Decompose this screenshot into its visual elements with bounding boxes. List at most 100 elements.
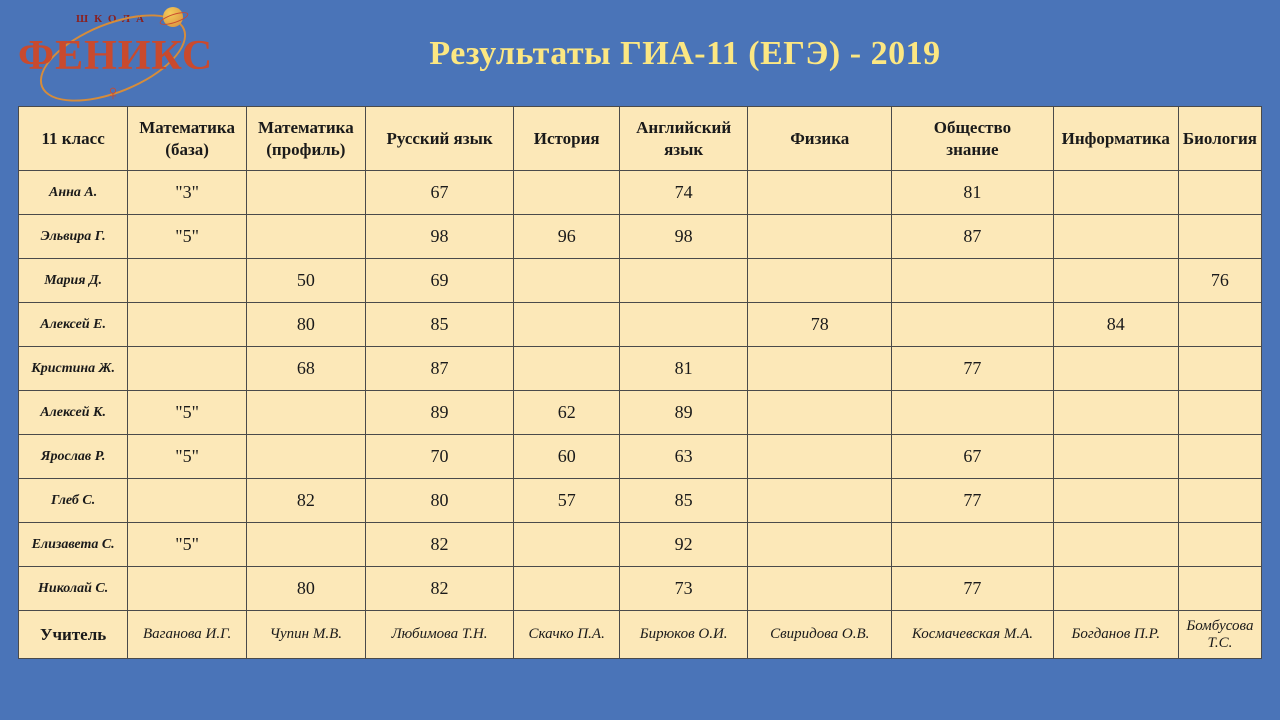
- score-cell: [246, 391, 365, 435]
- score-cell: 77: [892, 567, 1053, 611]
- table-row: Глеб С.8280578577: [19, 479, 1262, 523]
- table-row: Эльвира Г."5"98969887: [19, 215, 1262, 259]
- student-name: Ярослав Р.: [19, 435, 128, 479]
- score-cell: 77: [892, 479, 1053, 523]
- score-cell: [1178, 215, 1261, 259]
- student-name: Алексей К.: [19, 391, 128, 435]
- score-cell: "5": [128, 523, 247, 567]
- page-title: Результаты ГИА-11 (ЕГЭ) - 2019: [208, 35, 1262, 73]
- score-cell: 50: [246, 259, 365, 303]
- column-header-5: Английскийязык: [620, 107, 748, 171]
- score-cell: 96: [514, 215, 620, 259]
- score-cell: 89: [365, 391, 514, 435]
- score-cell: [246, 523, 365, 567]
- score-cell: [1053, 435, 1178, 479]
- score-cell: [128, 347, 247, 391]
- column-header-7: Обществознание: [892, 107, 1053, 171]
- score-cell: 67: [892, 435, 1053, 479]
- score-cell: [748, 391, 892, 435]
- score-cell: [128, 567, 247, 611]
- student-name: Алексей Е.: [19, 303, 128, 347]
- table-row: Ярослав Р."5"70606367: [19, 435, 1262, 479]
- table-row: Елизавета С."5"8292: [19, 523, 1262, 567]
- column-header-4: История: [514, 107, 620, 171]
- score-cell: [748, 567, 892, 611]
- score-cell: 63: [620, 435, 748, 479]
- score-cell: 73: [620, 567, 748, 611]
- score-cell: [1053, 479, 1178, 523]
- score-cell: [620, 259, 748, 303]
- score-cell: [892, 303, 1053, 347]
- table-row: Кристина Ж.68878177: [19, 347, 1262, 391]
- score-cell: 85: [365, 303, 514, 347]
- score-cell: 82: [365, 567, 514, 611]
- column-header-1: Математика (база): [128, 107, 247, 171]
- results-table: 11 классМатематика (база)Математика (про…: [18, 106, 1262, 659]
- score-cell: [1053, 259, 1178, 303]
- teacher-label: Учитель: [19, 611, 128, 659]
- score-cell: "3": [128, 171, 247, 215]
- teacher-name: Богданов П.Р.: [1053, 611, 1178, 659]
- student-name: Елизавета С.: [19, 523, 128, 567]
- score-cell: 98: [365, 215, 514, 259]
- column-header-9: Биология: [1178, 107, 1261, 171]
- score-cell: 76: [1178, 259, 1261, 303]
- score-cell: 70: [365, 435, 514, 479]
- table-row: Алексей Е.80857884: [19, 303, 1262, 347]
- score-cell: [514, 567, 620, 611]
- column-header-8: Информатика: [1053, 107, 1178, 171]
- score-cell: [748, 523, 892, 567]
- score-cell: 80: [365, 479, 514, 523]
- teacher-name: Ваганова И.Г.: [128, 611, 247, 659]
- score-cell: 87: [892, 215, 1053, 259]
- score-cell: [1178, 391, 1261, 435]
- score-cell: 89: [620, 391, 748, 435]
- score-cell: [128, 479, 247, 523]
- column-header-3: Русский язык: [365, 107, 514, 171]
- teacher-name: Любимова Т.Н.: [365, 611, 514, 659]
- teacher-name: Свиридова О.В.: [748, 611, 892, 659]
- score-cell: 84: [1053, 303, 1178, 347]
- student-name: Мария Д.: [19, 259, 128, 303]
- score-cell: [1178, 567, 1261, 611]
- column-header-6: Физика: [748, 107, 892, 171]
- score-cell: [1053, 347, 1178, 391]
- score-cell: "5": [128, 391, 247, 435]
- score-cell: [514, 303, 620, 347]
- score-cell: 74: [620, 171, 748, 215]
- score-cell: [748, 215, 892, 259]
- table-header: 11 классМатематика (база)Математика (про…: [19, 107, 1262, 171]
- score-cell: [514, 347, 620, 391]
- column-header-0: 11 класс: [19, 107, 128, 171]
- teacher-name: Бомбусова Т.С.: [1178, 611, 1261, 659]
- teacher-name: Космачевская М.А.: [892, 611, 1053, 659]
- student-name: Эльвира Г.: [19, 215, 128, 259]
- score-cell: [1178, 347, 1261, 391]
- score-cell: [514, 523, 620, 567]
- phoenix-logo: ШКОЛА ФЕНИКС ♀: [18, 7, 208, 102]
- score-cell: 57: [514, 479, 620, 523]
- score-cell: [748, 171, 892, 215]
- table-row: Анна А."3"677481: [19, 171, 1262, 215]
- score-cell: [1053, 523, 1178, 567]
- score-cell: 81: [620, 347, 748, 391]
- score-cell: 77: [892, 347, 1053, 391]
- score-cell: [514, 259, 620, 303]
- score-cell: [246, 215, 365, 259]
- score-cell: [1178, 479, 1261, 523]
- teacher-name: Чупин М.В.: [246, 611, 365, 659]
- table-row: Николай С.80827377: [19, 567, 1262, 611]
- score-cell: [1178, 303, 1261, 347]
- score-cell: [748, 479, 892, 523]
- score-cell: [1178, 523, 1261, 567]
- score-cell: [892, 259, 1053, 303]
- student-name: Анна А.: [19, 171, 128, 215]
- score-cell: [748, 435, 892, 479]
- score-cell: [128, 259, 247, 303]
- score-cell: 62: [514, 391, 620, 435]
- score-cell: [1053, 391, 1178, 435]
- score-cell: [748, 259, 892, 303]
- student-name: Кристина Ж.: [19, 347, 128, 391]
- score-cell: 87: [365, 347, 514, 391]
- teacher-row: УчительВаганова И.Г.Чупин М.В.Любимова Т…: [19, 611, 1262, 659]
